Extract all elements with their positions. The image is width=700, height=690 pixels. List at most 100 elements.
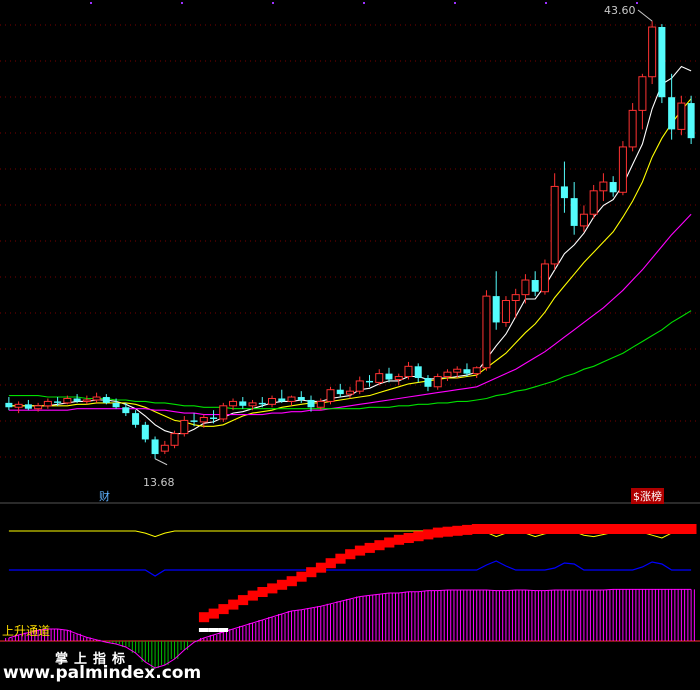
red-band-step (491, 524, 502, 534)
candle-body (73, 398, 81, 402)
candle-body (511, 294, 520, 301)
red-band-step (423, 529, 434, 540)
candle-body (229, 400, 238, 407)
candle-body (375, 373, 384, 383)
low-price-label: 13.68 (143, 476, 175, 489)
red-band-step (413, 531, 424, 542)
red-band-step (559, 524, 570, 534)
red-band-step (335, 553, 346, 564)
candle-body (219, 405, 228, 420)
red-band-step (315, 562, 327, 573)
red-band-step (267, 583, 278, 594)
candle-body (579, 213, 588, 227)
candle-body (239, 401, 247, 406)
red-band-step (345, 549, 356, 560)
candle-body (63, 397, 72, 404)
red-band-step (257, 587, 268, 597)
candle-body (550, 185, 559, 265)
red-band-step (286, 576, 297, 587)
candle-body (180, 419, 189, 435)
candle-body (453, 368, 462, 373)
red-band-step (579, 524, 590, 534)
candle-body (414, 366, 422, 379)
ma-line-1 (8, 65, 692, 435)
candle-body (210, 417, 218, 419)
red-band-step (403, 533, 414, 543)
ma-line-4 (8, 310, 692, 410)
red-band-step (374, 540, 385, 551)
red-band-step (208, 608, 219, 619)
finance-badge[interactable]: 财 (99, 490, 110, 503)
candle-body (599, 181, 608, 192)
candle-body (385, 373, 393, 380)
candle-body (190, 420, 198, 422)
candle-body (668, 97, 676, 130)
red-band-step (588, 524, 600, 534)
red-band-step (325, 558, 336, 569)
candle-body (482, 295, 491, 369)
candle-body (258, 402, 266, 405)
candle-body (24, 404, 32, 409)
red-band-step (432, 527, 444, 538)
candle-body (648, 26, 657, 78)
histogram-outline (8, 588, 692, 669)
red-band-step (598, 524, 609, 534)
candle-body (424, 378, 432, 387)
top-marker (181, 2, 183, 4)
red-band-step (384, 537, 395, 548)
candle-body (248, 402, 257, 407)
candle-body (531, 280, 539, 292)
candle-body (443, 371, 452, 378)
candle-body (492, 296, 500, 323)
red-band-step (452, 525, 463, 536)
channel-white-segment (208, 628, 219, 632)
red-band-step (198, 612, 210, 623)
candle-body (316, 400, 325, 408)
watermark-chinese: 掌上指标 (55, 652, 132, 667)
candle-body (199, 417, 208, 423)
red-band-step (686, 524, 697, 534)
candle-body (54, 401, 62, 403)
red-band-step (510, 524, 522, 534)
candle-body (92, 396, 101, 401)
candle-body (638, 76, 647, 111)
ma-line-2 (8, 98, 692, 427)
candle-body (141, 424, 149, 440)
candle-body (132, 413, 140, 425)
candle-body (151, 439, 159, 455)
channel-white-segment (198, 628, 209, 632)
candle-body (618, 146, 627, 193)
red-band-step (471, 524, 483, 534)
limit-up-badge[interactable]: $涨榜 (631, 488, 664, 504)
red-band-step (442, 526, 453, 537)
top-marker (636, 2, 638, 4)
candle-body (628, 109, 637, 148)
low-marker-line (154, 458, 168, 466)
candle-body (404, 365, 413, 378)
candle-body (394, 376, 403, 380)
candle-body (540, 263, 549, 293)
candle-body (433, 376, 442, 388)
candle-body (307, 399, 315, 408)
candle-body (82, 399, 91, 402)
candle-body (268, 397, 277, 405)
red-band-step (364, 542, 375, 553)
red-band-step (218, 604, 229, 615)
candle-body (336, 389, 344, 395)
red-band-step (627, 524, 639, 534)
top-marker (272, 2, 274, 4)
red-band-step (296, 571, 307, 582)
top-marker (90, 2, 92, 4)
red-band-step (520, 524, 531, 534)
high-price-label: 43.60 (604, 4, 636, 17)
red-band-step (462, 524, 473, 535)
red-band-step (647, 524, 658, 534)
red-band-step (637, 524, 648, 534)
red-band-step (530, 524, 541, 534)
candle-body (521, 279, 530, 296)
red-band-step (618, 524, 629, 534)
candle-body (326, 389, 335, 402)
candle-body (112, 402, 120, 408)
top-marker (545, 2, 547, 4)
